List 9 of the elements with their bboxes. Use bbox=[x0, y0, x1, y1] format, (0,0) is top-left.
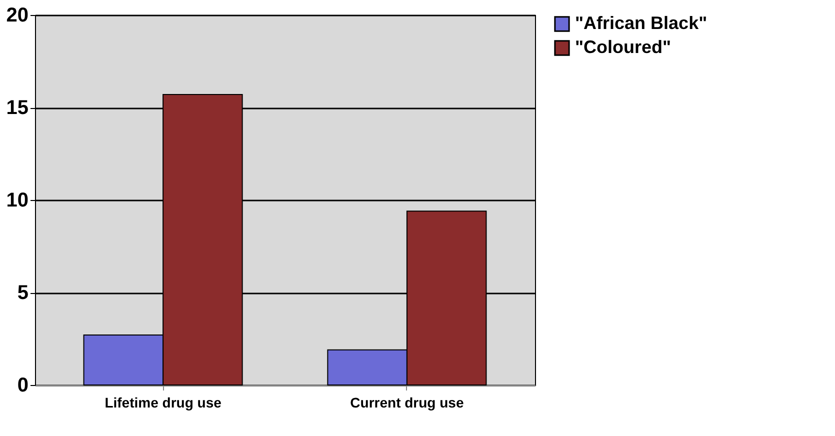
legend-label: "Coloured" bbox=[575, 37, 672, 57]
x-tick-label: Lifetime drug use bbox=[104, 394, 222, 410]
y-tick-label: 0 bbox=[17, 374, 28, 396]
y-tick-label: 5 bbox=[17, 282, 28, 304]
y-tick-label: 10 bbox=[6, 190, 28, 212]
y-tick-label: 15 bbox=[6, 97, 28, 119]
x-tick-label: Current drug use bbox=[350, 394, 464, 410]
y-tick-label: 20 bbox=[6, 4, 28, 26]
legend-label: "African Black" bbox=[575, 13, 708, 33]
